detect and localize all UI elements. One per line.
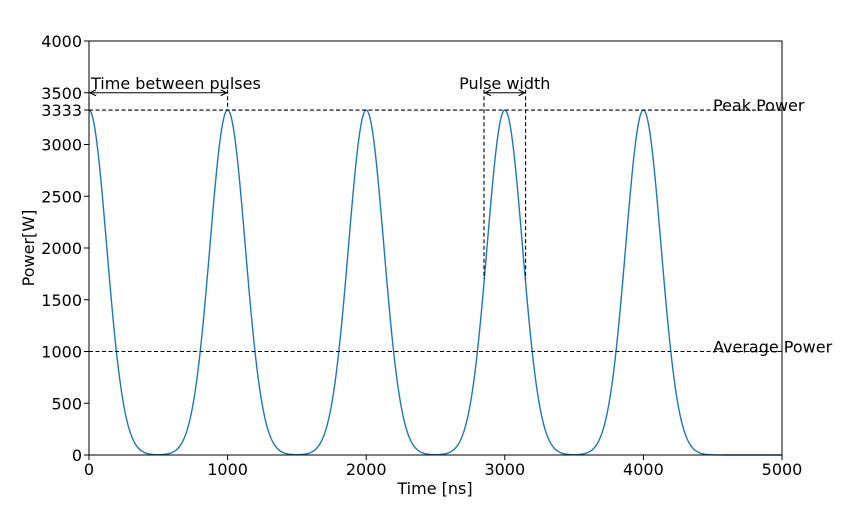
x-tick-label: 5000 (762, 460, 803, 479)
y-tick-label: 500 (51, 394, 82, 413)
y-tick-label: 3500 (41, 84, 82, 103)
pulse-width-label: Pulse width (459, 74, 550, 93)
y-tick-label: 1500 (41, 291, 82, 310)
x-tick-label: 4000 (623, 460, 664, 479)
y-tick-label: 3000 (41, 136, 82, 155)
peak-power-label: Peak Power (713, 96, 805, 115)
y-tick-label: 0 (72, 446, 82, 465)
pulse-width-arrowhead-left (483, 89, 492, 97)
x-tick-label: 3000 (484, 460, 525, 479)
pulse-width-arrowhead-right (518, 89, 526, 97)
x-tick-label: 2000 (346, 460, 387, 479)
y-tick-label: 3333 (41, 101, 82, 120)
time-between-arrowhead-right (220, 89, 228, 97)
time-between-arrowhead-left (88, 89, 97, 97)
time-between-pulses-label: Time between pulses (90, 74, 261, 93)
plot-area: Peak Power Average Power Time between puls… (41, 32, 832, 479)
average-power-label: Average Power (713, 338, 833, 357)
power-series-line (88, 109, 782, 456)
y-tick-label: 2000 (41, 239, 82, 258)
y-tick-label: 2500 (41, 187, 82, 206)
y-tick-label: 1000 (41, 343, 82, 362)
y-axis-label: Power[W] (19, 210, 38, 287)
x-axis-label: Time [ns] (396, 479, 472, 498)
x-tick-label: 0 (84, 460, 94, 479)
y-tick-label: 4000 (41, 32, 82, 51)
x-tick-label: 1000 (207, 460, 248, 479)
axes-frame (88, 40, 783, 456)
